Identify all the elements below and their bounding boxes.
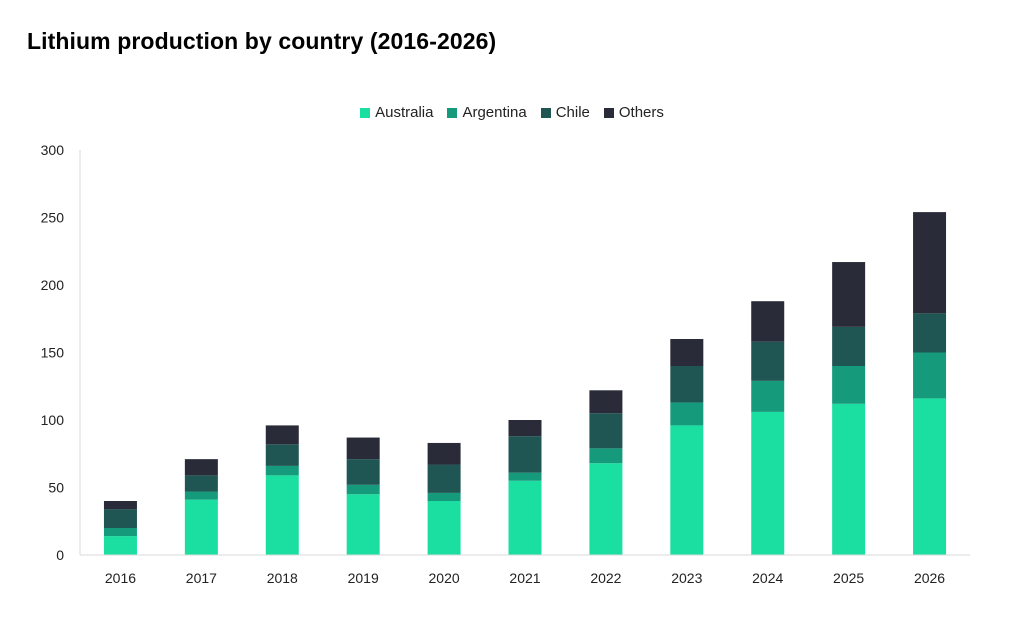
bar-stacks: [103, 212, 947, 555]
bar-chile-2023: [670, 366, 704, 403]
bar-australia-2023: [670, 425, 704, 555]
x-tick-label-2018: 2018: [267, 570, 298, 586]
bar-australia-2025: [832, 403, 866, 555]
legend-swatch-australia: [360, 107, 371, 118]
x-tick-label-2020: 2020: [429, 570, 460, 586]
bar-chile-2026: [913, 313, 947, 353]
bar-others-2024: [751, 301, 785, 342]
bar-australia-2026: [913, 398, 947, 555]
y-tick-label-300: 300: [41, 142, 65, 158]
bar-chile-2019: [346, 459, 380, 485]
x-tick-label-2022: 2022: [590, 570, 621, 586]
y-tick-label-250: 250: [41, 210, 65, 226]
legend-label-chile: Chile: [555, 104, 590, 121]
bar-others-2023: [670, 339, 704, 366]
bar-australia-2020: [427, 501, 461, 555]
bar-chile-2016: [103, 509, 137, 528]
bar-argentina-2016: [103, 528, 137, 537]
bar-chile-2017: [184, 475, 218, 492]
legend-label-australia: Australia: [375, 104, 434, 121]
x-tick-label-2024: 2024: [752, 570, 783, 586]
bar-stack-2017: [184, 459, 218, 555]
bar-australia-2018: [265, 475, 299, 555]
chart-legend: Australia Argentina Chile Others: [0, 104, 1024, 121]
bar-others-2018: [265, 425, 299, 445]
bar-argentina-2026: [913, 352, 947, 399]
bar-chile-2025: [832, 326, 866, 366]
legend-item-australia: Australia: [360, 104, 433, 121]
bar-australia-2021: [508, 480, 542, 555]
bar-others-2017: [184, 459, 218, 476]
legend-label-others: Others: [618, 104, 664, 121]
bar-stack-2024: [751, 301, 785, 555]
bar-others-2021: [508, 420, 542, 437]
bar-argentina-2020: [427, 492, 461, 501]
bar-stack-2026: [913, 212, 947, 555]
bar-argentina-2017: [184, 491, 218, 500]
bar-chile-2020: [427, 464, 461, 493]
bar-others-2022: [589, 390, 623, 414]
legend-swatch-others: [603, 107, 614, 118]
x-tick-label-2019: 2019: [348, 570, 379, 586]
legend-item-others: Others: [603, 104, 664, 121]
bar-stack-2018: [265, 425, 299, 555]
bar-stack-2016: [103, 501, 137, 555]
bar-stack-2023: [670, 339, 704, 555]
bar-argentina-2024: [751, 380, 785, 412]
x-axis-tick-labels: 2016 2017 2018 2019 2020 2021 2022 2023 2024 2025…: [105, 570, 945, 586]
bar-others-2025: [832, 262, 866, 327]
bar-chile-2024: [751, 341, 785, 381]
y-tick-label-200: 200: [41, 277, 65, 293]
bar-chile-2022: [589, 413, 623, 449]
y-tick-label-50: 50: [48, 480, 64, 496]
x-tick-label-2017: 2017: [186, 570, 217, 586]
bar-others-2026: [913, 212, 947, 314]
bar-argentina-2019: [346, 484, 380, 495]
bar-argentina-2023: [670, 402, 704, 426]
x-tick-label-2023: 2023: [671, 570, 702, 586]
bar-others-2020: [427, 442, 461, 465]
bar-stack-2019: [346, 437, 380, 555]
y-tick-label-0: 0: [56, 547, 64, 563]
legend-label-argentina: Argentina: [462, 104, 527, 121]
x-tick-label-2025: 2025: [833, 570, 864, 586]
x-tick-label-2016: 2016: [105, 570, 136, 586]
y-axis-tick-labels: 0 50 100 150 200 250 300: [41, 142, 65, 563]
bar-australia-2019: [346, 494, 380, 555]
bar-australia-2016: [103, 536, 137, 555]
x-tick-label-2021: 2021: [509, 570, 540, 586]
bar-stack-2021: [508, 420, 542, 555]
bar-argentina-2025: [832, 366, 866, 404]
y-tick-label-100: 100: [41, 412, 65, 428]
bar-australia-2022: [589, 463, 623, 555]
bar-chile-2021: [508, 436, 542, 473]
legend-item-chile: Chile: [540, 104, 590, 121]
bar-others-2016: [103, 501, 137, 510]
bar-stack-2020: [427, 442, 461, 555]
chart-title: Lithium production by country (2016-2026…: [27, 28, 497, 54]
bar-chile-2018: [265, 444, 299, 466]
x-tick-label-2026: 2026: [914, 570, 945, 586]
bar-australia-2017: [184, 499, 218, 555]
legend-swatch-argentina: [447, 107, 458, 118]
y-tick-label-150: 150: [41, 345, 65, 361]
bar-argentina-2022: [589, 448, 623, 464]
bar-stack-2025: [832, 262, 866, 555]
legend-item-argentina: Argentina: [447, 104, 527, 121]
bar-stack-2022: [589, 390, 623, 555]
bar-others-2019: [346, 437, 380, 460]
legend-swatch-chile: [540, 107, 551, 118]
bar-argentina-2021: [508, 472, 542, 481]
bar-argentina-2018: [265, 465, 299, 476]
bar-australia-2024: [751, 411, 785, 555]
